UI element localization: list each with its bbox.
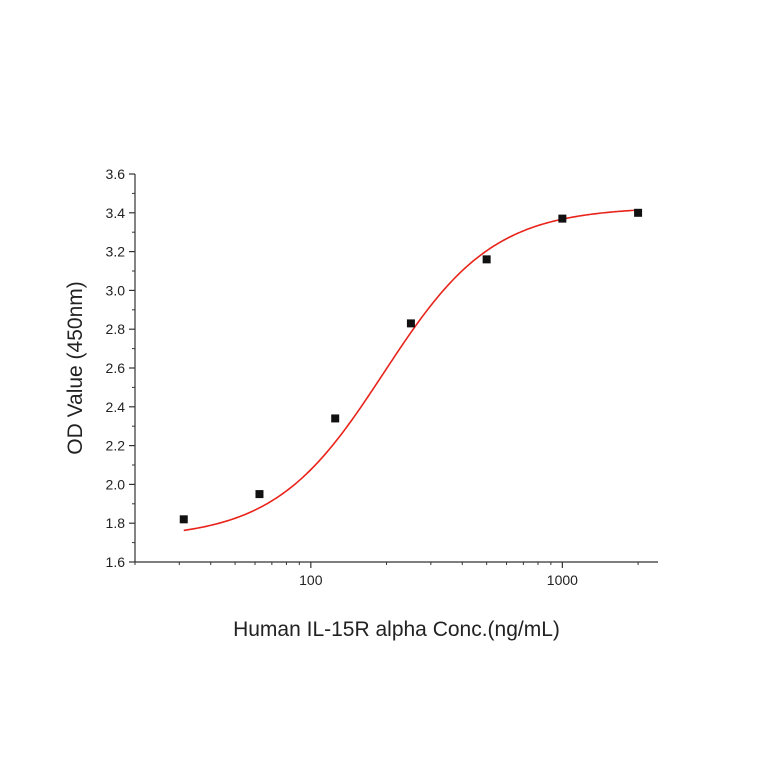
data-point <box>331 414 340 423</box>
data-point <box>255 490 264 499</box>
y-tick-label: 3.0 <box>106 282 126 298</box>
x-tick-label: 100 <box>299 572 323 588</box>
fit-curve-layer <box>183 209 639 532</box>
data-point <box>179 515 188 524</box>
data-point <box>634 208 643 217</box>
y-tick-label: 2.8 <box>106 321 126 337</box>
y-tick-label: 2.6 <box>106 360 126 376</box>
data-point <box>558 214 567 223</box>
data-point <box>406 319 415 328</box>
axis-labels-layer: 1.6 1.8 2.0 2.2 2.4 2.6 2.8 3.0 3.2 3.4 3.6 100 1000… <box>64 166 578 641</box>
y-tick-label: 3.4 <box>106 205 126 221</box>
y-tick-label: 2.2 <box>106 438 126 454</box>
y-tick-label: 3.6 <box>106 166 126 182</box>
y-tick-label: 2.4 <box>106 399 126 415</box>
y-tick-label: 1.8 <box>106 515 126 531</box>
y-tick-label: 1.6 <box>106 554 126 570</box>
data-points-layer <box>179 208 643 524</box>
x-axis-title: Human IL-15R alpha Conc.(ng/mL) <box>233 618 560 641</box>
x-tick-label: 1000 <box>547 572 578 588</box>
axes <box>129 173 658 568</box>
fit-curve <box>183 209 639 532</box>
data-point <box>482 255 491 264</box>
y-tick-label: 2.0 <box>106 476 126 492</box>
y-tick-label: 3.2 <box>106 244 126 260</box>
y-axis-title: OD Value (450nm) <box>64 281 87 455</box>
